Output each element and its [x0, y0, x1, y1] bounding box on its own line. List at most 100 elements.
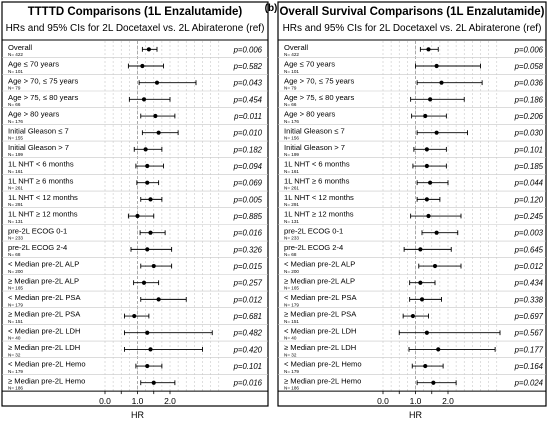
row-n: N= 261: [284, 186, 299, 191]
row-label: ≥ Median pre-2L LDH: [284, 343, 356, 352]
x-axis-label: HR: [131, 410, 144, 420]
row-label: ≥ Median pre-2L ALP: [284, 276, 355, 285]
row-n: N= 176: [8, 119, 23, 124]
row-n: N= 40: [8, 336, 21, 341]
hr-point: [156, 130, 161, 135]
row-n: N= 199: [8, 152, 23, 157]
row-n: N= 179: [8, 369, 23, 374]
hr-point: [148, 230, 153, 235]
row-n: N= 32: [8, 352, 21, 357]
hr-point: [156, 297, 161, 302]
row-n: N= 199: [284, 152, 299, 157]
hr-point: [423, 113, 428, 119]
p-value: p=0.697: [514, 312, 544, 321]
panel-frame: [277, 1, 547, 407]
hr-point: [132, 313, 137, 319]
hr-point: [410, 313, 415, 319]
p-value: p=0.011: [233, 112, 262, 121]
hr-point: [148, 347, 153, 352]
p-value: p=0.030: [514, 129, 544, 138]
row-label: Overall: [8, 43, 32, 52]
panel-title: TTTTD Comparisons (1L Enzalutamide): [28, 6, 243, 18]
p-value: p=0.016: [233, 229, 263, 238]
row-n: N= 261: [8, 186, 23, 191]
row-n: N= 179: [284, 369, 299, 374]
hr-point: [434, 230, 439, 235]
row-label: Initial Gleason ≤ 7: [284, 126, 345, 135]
row-label: Age > 80 years: [8, 110, 59, 119]
row-n: N= 233: [284, 236, 299, 241]
p-value: p=0.420: [233, 345, 263, 354]
hr-point: [424, 197, 429, 202]
hr-point: [424, 147, 429, 152]
row-n: N= 200: [8, 269, 23, 274]
row-n: N= 66: [8, 102, 21, 107]
row-label: Age > 70, ≤ 75 years: [8, 76, 78, 85]
row-label: Overall: [284, 43, 308, 52]
row-label: 1L NHT ≥ 12 months: [284, 210, 354, 219]
row-label: 1L NHT ≥ 12 months: [8, 210, 78, 219]
p-value: p=0.567: [514, 329, 544, 338]
row-label: pre-2L ECOG 2-4: [284, 243, 343, 252]
row-label: Age > 75, ≤ 80 years: [284, 93, 354, 102]
hr-point: [439, 80, 444, 85]
hr-point: [418, 280, 423, 285]
row-n: N= 200: [284, 269, 299, 274]
row-label: Age ≤ 70 years: [284, 60, 335, 69]
p-value: p=0.582: [233, 62, 263, 71]
hr-point: [419, 297, 425, 302]
row-label: < Median pre-2L LDH: [8, 326, 81, 335]
p-value: p=0.101: [233, 362, 262, 371]
hr-point: [432, 263, 438, 269]
row-label: 1L NHT < 12 months: [8, 193, 78, 202]
p-value: p=0.182: [233, 145, 263, 154]
hr-point: [145, 363, 150, 369]
row-n: N= 66: [284, 102, 297, 107]
hr-point: [145, 247, 150, 252]
hr-point: [436, 347, 441, 352]
panel-title: Overall Survival Comparisons (1L Enzalut…: [279, 6, 544, 18]
row-n: N= 176: [284, 119, 299, 124]
row-label: pre-2L ECOG 2-4: [8, 243, 67, 252]
hr-point: [154, 80, 160, 85]
row-n: N= 165: [8, 286, 23, 291]
hr-point: [434, 63, 439, 69]
hr-point: [418, 247, 423, 252]
row-n: N= 131: [284, 219, 299, 224]
row-label: < Median pre-2L ALP: [8, 260, 79, 269]
row-label: ≥ Median pre-2L PSA: [284, 310, 357, 319]
row-n: N= 155: [8, 136, 23, 141]
hr-point: [153, 113, 158, 119]
row-n: N= 79: [284, 86, 297, 91]
p-value: p=0.024: [514, 379, 544, 388]
row-n: N= 156: [284, 136, 299, 141]
hr-point: [148, 197, 153, 202]
row-n: N= 101: [8, 69, 23, 74]
hr-point: [145, 163, 150, 169]
row-label: Age ≤ 70 years: [8, 60, 59, 69]
panel-subtitle: HRs and 95% CIs for 2L Docetaxel vs. 2L …: [283, 23, 542, 34]
row-label: 1L NHT ≥ 6 months: [8, 176, 74, 185]
p-value: p=0.177: [514, 345, 544, 354]
p-value: p=0.186: [514, 95, 544, 104]
p-value: p=0.006: [233, 45, 263, 54]
row-n: N= 101: [284, 69, 299, 74]
row-label: Initial Gleason ≤ 7: [8, 126, 69, 135]
panel-b-label: (b): [265, 3, 278, 14]
row-n: N= 233: [8, 236, 23, 241]
row-label: < Median pre-2L Hemo: [8, 360, 86, 369]
row-label: pre-2L ECOG 0-1: [8, 226, 67, 235]
row-n: N= 291: [8, 202, 23, 207]
p-value: p=0.185: [514, 162, 544, 171]
row-label: < Median pre-2L PSA: [284, 293, 357, 302]
hr-point: [143, 147, 148, 152]
row-label: ≥ Median pre-2L PSA: [8, 310, 81, 319]
row-n: N= 151: [284, 319, 299, 324]
p-value: p=0.015: [233, 262, 263, 271]
row-label: ≥ Median pre-2L ALP: [8, 276, 79, 285]
row-label: 1L NHT < 12 months: [284, 193, 354, 202]
hr-point: [151, 380, 156, 385]
row-n: N= 165: [284, 286, 299, 291]
row-n: N= 291: [284, 202, 299, 207]
